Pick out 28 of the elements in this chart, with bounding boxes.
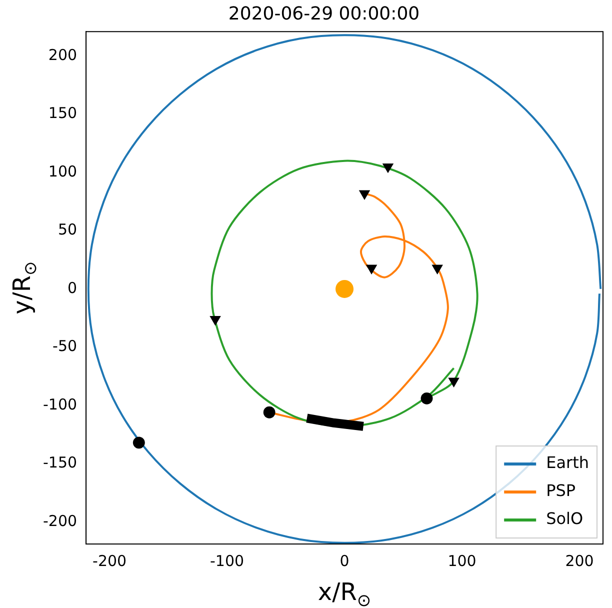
x-tick-label: 100: [448, 552, 476, 570]
point: [366, 264, 377, 274]
x-tick-label: -100: [210, 552, 244, 570]
point: [448, 378, 459, 387]
point: [382, 163, 394, 172]
y-tick-label: 200: [48, 46, 78, 64]
legend-label: PSP: [546, 481, 576, 500]
x-axis-title: x/R⊙: [318, 578, 372, 608]
x-tick-label: 0: [340, 552, 350, 570]
y-tick-label: 0: [67, 278, 78, 297]
point: [210, 316, 220, 325]
x-tick-label: 200: [565, 552, 594, 570]
y-tick-label: -50: [52, 337, 78, 356]
y-tick-label: -100: [42, 395, 78, 414]
y-tick-label: -200: [42, 512, 78, 530]
point: [432, 264, 442, 274]
legend-label: Earth: [546, 453, 589, 472]
x-tick-label: -200: [92, 552, 127, 570]
y-tick-label: -150: [42, 454, 78, 472]
y-tick-label: 50: [58, 220, 78, 239]
y-tick-label: 100: [48, 162, 78, 180]
y-tick-label: 150: [48, 104, 78, 122]
line-series: [87, 34, 602, 544]
chart-title: 2020-06-29 00:00:00: [228, 3, 420, 24]
line-series: [210, 160, 478, 428]
y-axis-title: y/R⊙: [8, 261, 41, 314]
point: [359, 190, 370, 200]
legend-label: SolO: [546, 509, 584, 528]
